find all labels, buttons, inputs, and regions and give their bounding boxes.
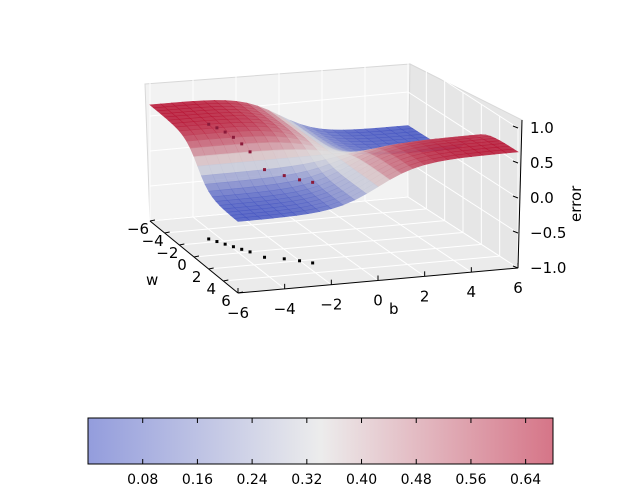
w-tick-label: −4 xyxy=(142,232,164,250)
w-axis-label: w xyxy=(146,271,158,289)
b-axis-label: b xyxy=(389,300,399,318)
w-tick-label: 2 xyxy=(192,268,202,286)
b-tick-label: 2 xyxy=(420,287,430,305)
trajectory-point xyxy=(282,174,286,178)
trajectory-point xyxy=(215,126,219,130)
surface-cell xyxy=(233,217,251,222)
colorbar-gradient xyxy=(88,418,553,464)
error-tick xyxy=(512,160,519,164)
w-tick xyxy=(149,219,156,222)
b-tick-label: −6 xyxy=(227,304,249,322)
colorbar-tick-label: 0.56 xyxy=(455,472,486,488)
w-tick-label: 6 xyxy=(221,292,231,310)
trajectory-point xyxy=(311,180,315,184)
trajectory-floor-point xyxy=(248,250,252,254)
b-tick-label: 0 xyxy=(373,292,383,310)
error-tick xyxy=(512,125,519,129)
w-tick xyxy=(164,231,170,234)
error-tick-label: 0.0 xyxy=(530,189,554,207)
error-axis-label: error xyxy=(567,185,585,222)
trajectory-floor-point xyxy=(207,237,211,241)
trajectory-point xyxy=(248,150,252,154)
trajectory-point xyxy=(231,135,235,139)
trajectory-point xyxy=(298,178,302,182)
error-tick-label: 0.5 xyxy=(530,154,554,172)
b-tick-label: −2 xyxy=(320,296,342,314)
error-tick-label: −0.5 xyxy=(530,224,566,242)
error-axis-line xyxy=(517,119,523,269)
error-tick-label: 1.0 xyxy=(530,119,554,137)
error-surface xyxy=(149,100,519,222)
w-tick-label: 0 xyxy=(177,256,187,274)
b-tick-label: 4 xyxy=(467,283,477,301)
w-tick-label: −2 xyxy=(156,244,178,262)
colorbar-frame xyxy=(87,417,554,465)
colorbar-tick-label: 0.24 xyxy=(237,472,268,488)
colorbar-tick-label: 0.40 xyxy=(346,472,377,488)
trajectory-point xyxy=(240,142,244,146)
trajectory xyxy=(207,122,315,265)
colorbar-ticks: 0.08 0.16 0.24 0.32 0.40 0.48 0.56 0.64 xyxy=(127,418,541,488)
floor-gridline xyxy=(364,200,472,273)
w-tick xyxy=(193,255,200,258)
colorbar-tick-label: 0.08 xyxy=(127,472,158,488)
trajectory-floor-point xyxy=(223,242,227,246)
wall-gridline xyxy=(149,56,519,129)
w-tick xyxy=(208,267,214,270)
trajectory-point xyxy=(207,122,211,126)
w-tick-label: −6 xyxy=(127,220,149,238)
colorbar: 0.08 0.16 0.24 0.32 0.40 0.48 0.56 0.64 xyxy=(87,417,554,488)
w-tick xyxy=(179,243,185,246)
w-tick xyxy=(223,279,229,282)
colorbar-tick-label: 0.16 xyxy=(182,472,213,488)
colorbar-tick-label: 0.64 xyxy=(510,472,541,488)
trajectory-floor-point xyxy=(282,257,286,261)
trajectory-point xyxy=(263,168,267,172)
trajectory-floor-point xyxy=(298,259,302,263)
error-tick xyxy=(512,230,519,234)
trajectory-floor-point xyxy=(263,255,267,259)
trajectory-floor-point xyxy=(215,240,219,244)
error-tick xyxy=(512,265,519,269)
trajectory-floor-point xyxy=(311,261,315,265)
b-tick-label: −4 xyxy=(274,300,296,318)
trajectory-point xyxy=(223,130,227,134)
error-tick xyxy=(512,195,519,199)
w-tick-label: 4 xyxy=(207,280,217,298)
b-tick-label: 6 xyxy=(513,279,523,297)
colorbar-tick-label: 0.32 xyxy=(291,472,322,488)
trajectory-floor-point xyxy=(240,247,244,251)
error-tick-label: −1.0 xyxy=(530,259,566,277)
colorbar-tick-label: 0.48 xyxy=(401,472,432,488)
w-tick xyxy=(237,291,244,294)
trajectory-floor-point xyxy=(231,245,235,249)
